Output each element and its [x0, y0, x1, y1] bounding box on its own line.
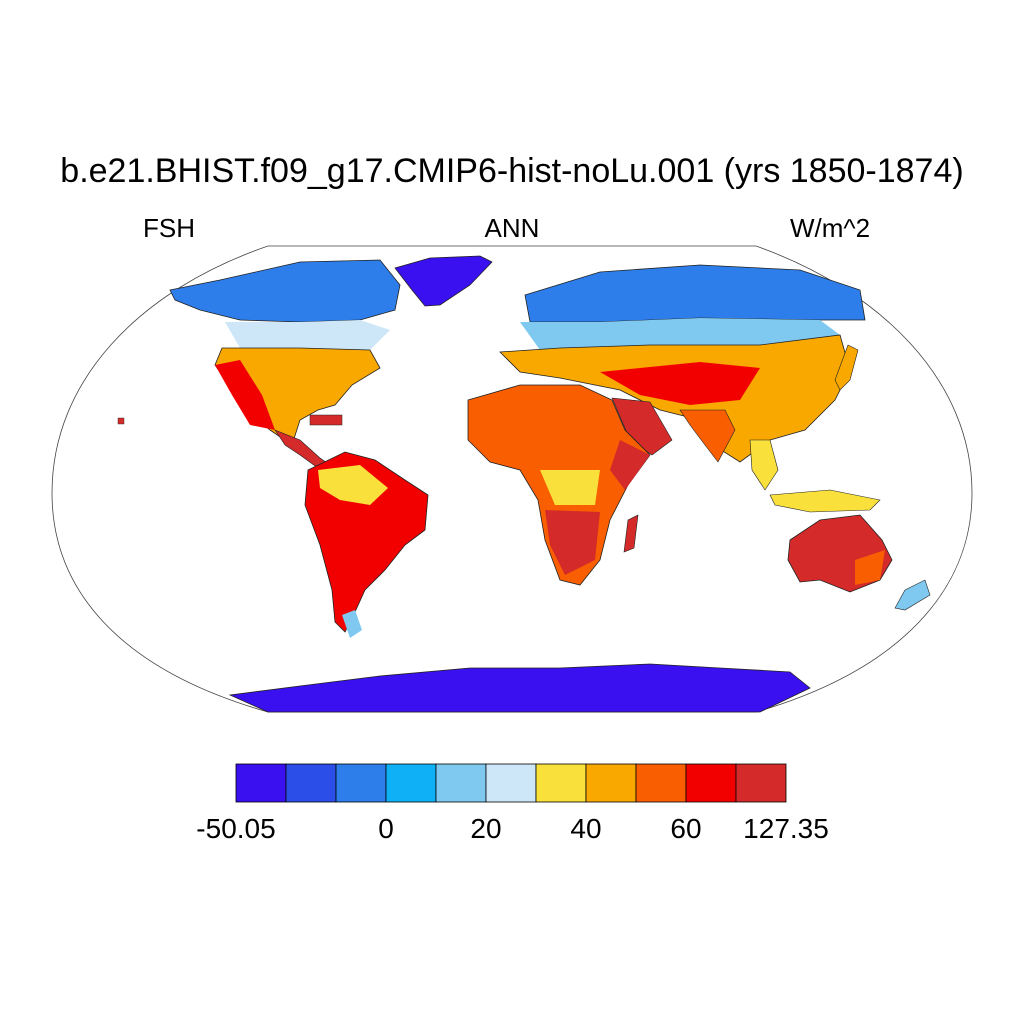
- colorbar-box: [485, 763, 537, 803]
- antarctica-landmass: [228, 663, 811, 713]
- japan-islands: [834, 344, 859, 391]
- north-america-boreal: [225, 320, 390, 350]
- amazon-region: [318, 465, 388, 505]
- colorbar-box: [285, 763, 337, 803]
- colorbar-tick-label: 20: [470, 813, 502, 844]
- colorbar-tick-label: 127.35: [743, 813, 829, 844]
- colorbar-tick-label: 60: [670, 813, 702, 844]
- india-landmass: [679, 409, 736, 463]
- variable-label: FSH: [143, 213, 195, 243]
- caribbean-islands: [309, 414, 343, 426]
- colorbar-box: [535, 763, 587, 803]
- south-america-tip: [342, 610, 362, 638]
- colorbar-tick-label: 40: [570, 813, 602, 844]
- colorbar-box: [635, 763, 687, 803]
- colorbar-tick-label: 0: [378, 813, 394, 844]
- southeast-asia-landmass: [749, 439, 779, 491]
- madagascar-landmass: [623, 514, 639, 553]
- greenland-landmass: [394, 255, 493, 307]
- southern-africa-region: [545, 510, 600, 575]
- map-title: b.e21.BHIST.f09_g17.CMIP6-hist-noLu.001 …: [60, 152, 964, 190]
- indonesia-islands: [769, 489, 881, 513]
- colorbar-box: [335, 763, 387, 803]
- new-zealand-landmass: [894, 579, 931, 611]
- central-africa-region: [540, 470, 600, 505]
- colorbar-box: [685, 763, 737, 803]
- season-label: ANN: [484, 213, 540, 243]
- colorbar-box: [585, 763, 637, 803]
- north-america-arctic: [169, 259, 401, 323]
- units-label: W/m^2: [790, 213, 871, 243]
- colorbar-tick-label: -50.05: [196, 813, 276, 844]
- hawaii-islands: [117, 417, 125, 425]
- central-asia-region: [600, 362, 760, 405]
- horn-of-africa: [610, 440, 650, 490]
- north-america-west: [215, 360, 275, 430]
- colorbar-box: [435, 763, 487, 803]
- eurasia-boreal: [520, 318, 840, 350]
- colorbar-box: [235, 763, 287, 803]
- australia-southeast: [855, 550, 885, 585]
- colorbar-box: [735, 763, 787, 803]
- colorbar: [235, 763, 787, 803]
- colorbar-box: [385, 763, 437, 803]
